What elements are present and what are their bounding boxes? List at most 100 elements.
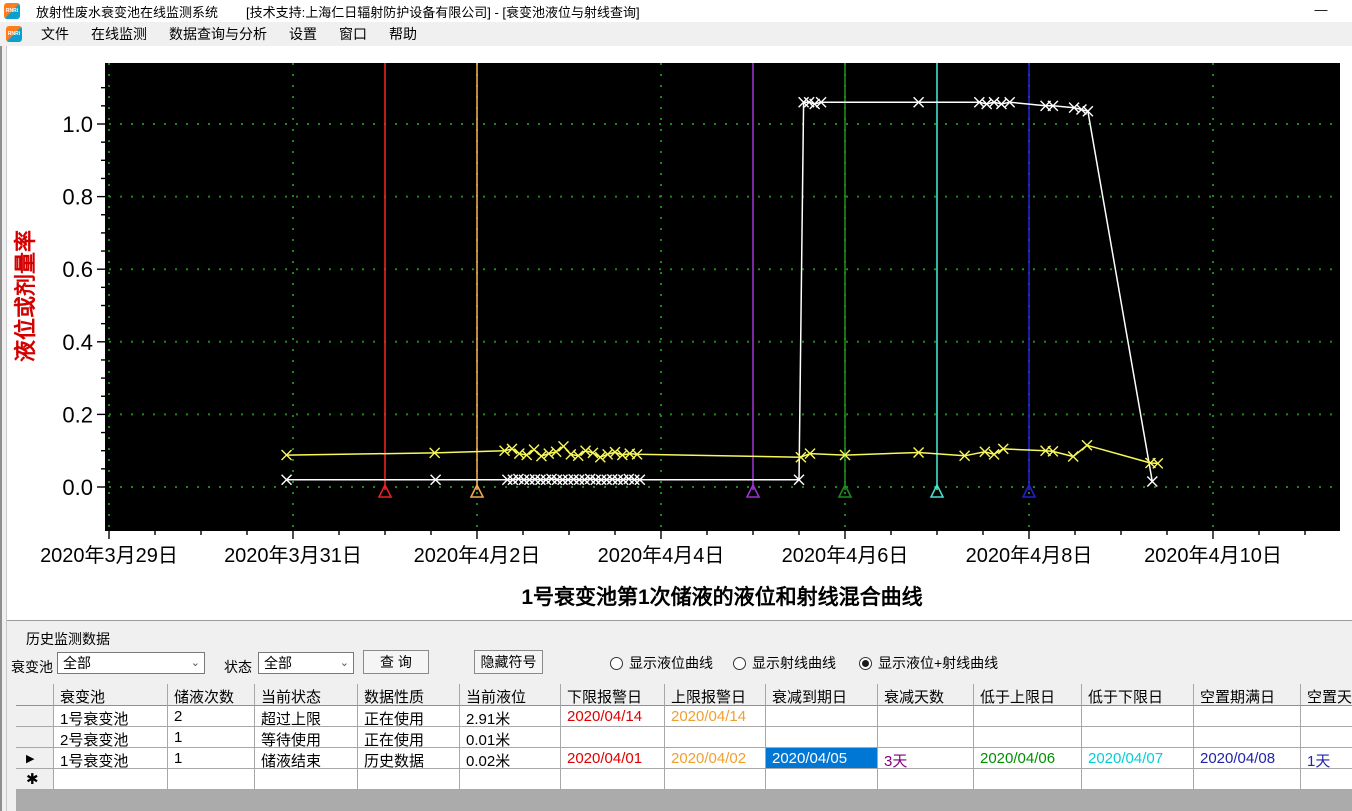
column-header-13[interactable]: 空置天数	[1301, 684, 1352, 706]
table-cell[interactable]	[1194, 706, 1301, 727]
table-cell[interactable]	[878, 727, 974, 748]
table-cell[interactable]: 3天	[878, 748, 974, 769]
column-header-9[interactable]: 衰减天数	[878, 684, 974, 706]
table-cell[interactable]: 2号衰变池	[54, 727, 168, 748]
table-cell[interactable]: 储液结束	[255, 748, 358, 769]
x-marker	[988, 448, 1000, 460]
x-marker	[512, 473, 524, 485]
table-cell[interactable]	[255, 769, 358, 790]
column-header-6[interactable]: 下限报警日	[561, 684, 665, 706]
x-marker	[557, 474, 569, 486]
table-cell[interactable]: 0.01米	[460, 727, 561, 748]
table-cell[interactable]	[460, 769, 561, 790]
column-header-12[interactable]: 空置期满日	[1194, 684, 1301, 706]
table-cell[interactable]	[561, 769, 665, 790]
menu-help[interactable]: 帮助	[389, 26, 417, 42]
row-selector-header[interactable]	[16, 684, 54, 706]
row-selector[interactable]	[16, 727, 54, 748]
table-cell[interactable]: 2020/04/06	[974, 748, 1082, 769]
table-cell[interactable]	[766, 727, 878, 748]
x-marker	[1047, 445, 1059, 457]
column-header-1[interactable]: 衰变池	[54, 684, 168, 706]
menu-settings[interactable]: 设置	[289, 26, 317, 42]
x-marker	[506, 443, 518, 455]
table-cell[interactable]: 正在使用	[358, 727, 460, 748]
pool-filter-combobox[interactable]: 全部 ⌄	[57, 652, 205, 674]
table-cell[interactable]: 历史数据	[358, 748, 460, 769]
column-header-8[interactable]: 衰减到期日	[766, 684, 878, 706]
event-marker-triangle	[929, 483, 945, 498]
menu-window[interactable]: 窗口	[339, 26, 367, 42]
table-cell[interactable]: 超过上限	[255, 706, 358, 727]
query-button[interactable]: 查 询	[363, 650, 429, 674]
x-marker	[602, 448, 614, 460]
table-cell[interactable]: 等待使用	[255, 727, 358, 748]
table-cell[interactable]: 2	[168, 706, 255, 727]
column-header-3[interactable]: 当前状态	[255, 684, 358, 706]
table-cell[interactable]	[1194, 727, 1301, 748]
table-cell[interactable]	[561, 727, 665, 748]
x-marker	[1146, 476, 1158, 488]
row-selector[interactable]: ✱	[16, 769, 54, 790]
table-cell[interactable]	[878, 706, 974, 727]
table-cell[interactable]: 1	[168, 727, 255, 748]
table-cell[interactable]	[1082, 706, 1194, 727]
table-cell[interactable]	[168, 769, 255, 790]
table-cell[interactable]: 1	[168, 748, 255, 769]
x-marker	[979, 446, 991, 458]
table-cell[interactable]	[1082, 769, 1194, 790]
x-marker	[995, 98, 1007, 110]
x-tick-label: 2020年4月10日	[1144, 544, 1282, 567]
table-cell[interactable]	[1301, 727, 1352, 748]
table-cell[interactable]	[766, 706, 878, 727]
radio-show-level-plus-radiation-curve[interactable]: 显示液位+射线曲线	[859, 653, 998, 673]
table-cell[interactable]: 2020/04/05	[766, 748, 878, 769]
table-cell[interactable]	[665, 769, 766, 790]
table-cell[interactable]	[878, 769, 974, 790]
table-cell[interactable]: 2020/04/02	[665, 748, 766, 769]
table-cell[interactable]: 1号衰变池	[54, 748, 168, 769]
x-marker	[529, 473, 541, 485]
table-cell[interactable]	[54, 769, 168, 790]
table-cell[interactable]: 2020/04/14	[561, 706, 665, 727]
minimize-button[interactable]: —	[1314, 2, 1328, 17]
column-header-5[interactable]: 当前液位	[460, 684, 561, 706]
menu-online-monitoring[interactable]: 在线监测	[91, 26, 147, 42]
table-cell[interactable]	[974, 727, 1082, 748]
table-cell[interactable]	[974, 706, 1082, 727]
hide-symbols-button[interactable]: 隐藏符号	[474, 650, 543, 674]
radio-show-level-curve[interactable]: 显示液位曲线	[610, 653, 713, 673]
table-cell[interactable]: 2020/04/07	[1082, 748, 1194, 769]
column-header-10[interactable]: 低于上限日	[974, 684, 1082, 706]
table-cell[interactable]: 正在使用	[358, 706, 460, 727]
table-cell[interactable]: 1天	[1301, 748, 1352, 769]
table-cell[interactable]: 2.91米	[460, 706, 561, 727]
y-tick-label: 1.0	[62, 112, 93, 137]
column-header-7[interactable]: 上限报警日	[665, 684, 766, 706]
table-cell[interactable]	[358, 769, 460, 790]
menu-file[interactable]: 文件	[41, 26, 69, 42]
table-cell[interactable]: 2020/04/08	[1194, 748, 1301, 769]
row-selector[interactable]	[16, 706, 54, 727]
table-cell[interactable]: 1号衰变池	[54, 706, 168, 727]
table-cell[interactable]	[974, 769, 1082, 790]
pool-filter-value: 全部	[63, 655, 91, 671]
table-cell[interactable]: 2020/04/01	[561, 748, 665, 769]
table-cell[interactable]	[1194, 769, 1301, 790]
table-cell[interactable]: 0.02米	[460, 748, 561, 769]
table-cell[interactable]	[766, 769, 878, 790]
table-cell[interactable]	[1301, 769, 1352, 790]
column-header-4[interactable]: 数据性质	[358, 684, 460, 706]
event-marker-triangle	[837, 483, 853, 498]
table-cell[interactable]	[665, 727, 766, 748]
table-cell[interactable]: 2020/04/14	[665, 706, 766, 727]
x-marker	[634, 474, 646, 486]
menu-data-query-analysis[interactable]: 数据查询与分析	[169, 26, 267, 42]
table-cell[interactable]	[1082, 727, 1194, 748]
table-cell[interactable]	[1301, 706, 1352, 727]
status-filter-combobox[interactable]: 全部 ⌄	[258, 652, 354, 674]
column-header-11[interactable]: 低于下限日	[1082, 684, 1194, 706]
row-selector[interactable]: ▶	[16, 748, 54, 769]
radio-show-radiation-curve[interactable]: 显示射线曲线	[733, 653, 836, 673]
column-header-2[interactable]: 储液次数	[168, 684, 255, 706]
